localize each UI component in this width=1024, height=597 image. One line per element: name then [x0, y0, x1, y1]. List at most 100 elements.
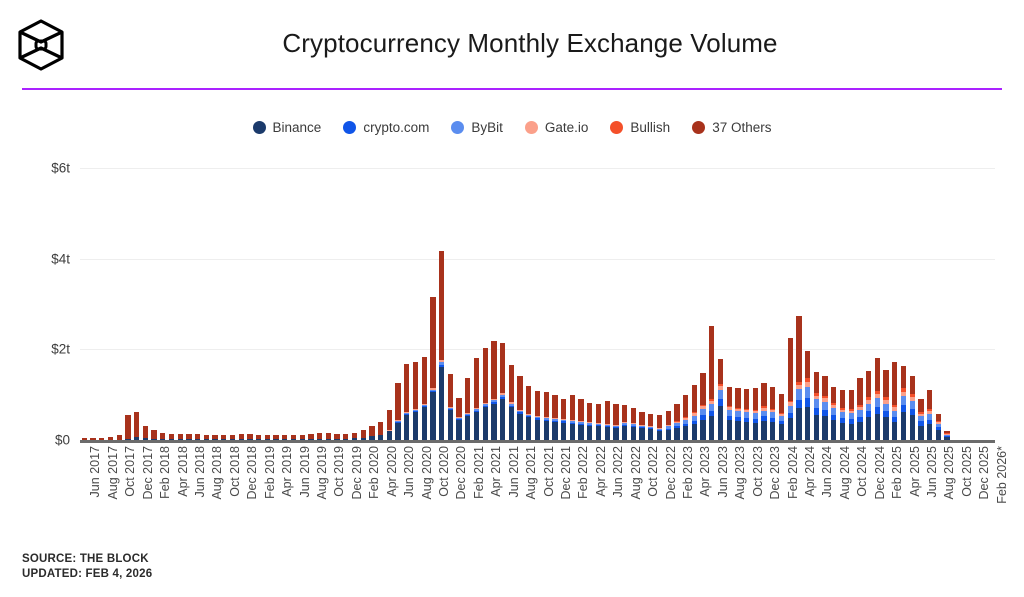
bar-column[interactable]: [238, 433, 244, 440]
bar-column[interactable]: [482, 347, 488, 440]
bar-column[interactable]: [255, 434, 262, 440]
bar-column[interactable]: [656, 414, 663, 440]
bar-column[interactable]: [343, 434, 349, 440]
legend-item[interactable]: 37 Others: [692, 120, 771, 135]
bar-column[interactable]: [465, 378, 471, 440]
bar-column[interactable]: [892, 362, 898, 440]
bar-column[interactable]: [430, 296, 436, 440]
bar-column[interactable]: [935, 414, 942, 440]
bar-column[interactable]: [212, 434, 218, 440]
bar-column[interactable]: [874, 357, 881, 440]
bar-column[interactable]: [99, 437, 105, 440]
legend-item[interactable]: Gate.io: [524, 120, 588, 135]
bar-column[interactable]: [81, 438, 88, 440]
bar-column[interactable]: [491, 340, 497, 440]
bar-column[interactable]: [621, 405, 628, 440]
bar-column[interactable]: [648, 414, 654, 440]
bar-column[interactable]: [151, 429, 157, 440]
bar-column[interactable]: [186, 433, 192, 440]
bar-column[interactable]: [194, 434, 201, 440]
bar-column[interactable]: [770, 386, 776, 440]
bar-column[interactable]: [543, 391, 549, 440]
bar-column[interactable]: [665, 410, 671, 440]
bar-column[interactable]: [282, 435, 288, 440]
bar-column[interactable]: [316, 433, 323, 440]
bar-column[interactable]: [299, 434, 305, 440]
bar-column[interactable]: [221, 434, 227, 440]
bar-column[interactable]: [456, 398, 462, 440]
bar-column[interactable]: [604, 401, 610, 440]
legend-item[interactable]: ByBit: [451, 120, 503, 135]
bar-column[interactable]: [247, 434, 253, 440]
bar-column[interactable]: [264, 434, 271, 440]
bar-column[interactable]: [726, 386, 732, 440]
bar-column[interactable]: [831, 386, 837, 440]
bar-column[interactable]: [447, 373, 454, 440]
bar-column[interactable]: [168, 433, 175, 440]
bar-column[interactable]: [848, 389, 854, 440]
bar-column[interactable]: [682, 394, 689, 440]
bar-column[interactable]: [360, 429, 366, 440]
bar-column[interactable]: [578, 399, 584, 440]
bar-column[interactable]: [926, 390, 933, 440]
bar-column[interactable]: [813, 371, 820, 440]
bar-column[interactable]: [709, 325, 715, 440]
bar-column[interactable]: [630, 407, 637, 440]
bar-column[interactable]: [351, 432, 358, 440]
bar-column[interactable]: [944, 431, 950, 440]
bar-column[interactable]: [761, 382, 767, 440]
bar-column[interactable]: [613, 404, 619, 440]
bar-column[interactable]: [909, 376, 915, 440]
bar-column[interactable]: [839, 389, 846, 440]
bar-column[interactable]: [796, 316, 802, 440]
bar-column[interactable]: [125, 414, 131, 440]
bar-column[interactable]: [160, 432, 166, 440]
bar-column[interactable]: [595, 404, 602, 440]
bar-column[interactable]: [700, 373, 706, 440]
bar-column[interactable]: [203, 434, 210, 440]
bar-column[interactable]: [560, 398, 567, 440]
bar-column[interactable]: [639, 412, 645, 440]
bar-column[interactable]: [804, 351, 811, 440]
bar-column[interactable]: [229, 434, 236, 440]
bar-column[interactable]: [674, 403, 680, 440]
bar-column[interactable]: [369, 426, 375, 440]
bar-column[interactable]: [883, 370, 889, 440]
bar-column[interactable]: [499, 343, 506, 440]
bar-column[interactable]: [752, 387, 759, 440]
legend-item[interactable]: crypto.com: [343, 120, 429, 135]
bar-column[interactable]: [857, 378, 863, 440]
legend-item[interactable]: Bullish: [610, 120, 670, 135]
bar-column[interactable]: [787, 338, 793, 440]
bar-column[interactable]: [90, 438, 96, 440]
bar-column[interactable]: [386, 409, 393, 440]
bar-column[interactable]: [569, 395, 576, 440]
bar-column[interactable]: [508, 365, 515, 440]
bar-column[interactable]: [325, 433, 332, 440]
bar-column[interactable]: [717, 358, 724, 440]
bar-column[interactable]: [473, 357, 480, 440]
bar-column[interactable]: [177, 433, 183, 440]
bar-column[interactable]: [421, 356, 427, 440]
bar-column[interactable]: [552, 394, 558, 440]
bar-column[interactable]: [404, 364, 410, 440]
bar-column[interactable]: [691, 385, 698, 440]
bar-column[interactable]: [865, 371, 872, 440]
bar-column[interactable]: [273, 434, 279, 440]
bar-column[interactable]: [735, 387, 741, 440]
bar-column[interactable]: [395, 382, 401, 440]
bar-column[interactable]: [142, 425, 149, 440]
bar-column[interactable]: [334, 433, 340, 440]
bar-column[interactable]: [900, 365, 907, 440]
bar-column[interactable]: [290, 435, 297, 440]
bar-column[interactable]: [587, 403, 593, 440]
bar-column[interactable]: [412, 362, 419, 440]
bar-column[interactable]: [377, 421, 384, 440]
bar-column[interactable]: [778, 393, 785, 440]
bar-column[interactable]: [116, 434, 122, 440]
bar-column[interactable]: [517, 376, 523, 440]
bar-column[interactable]: [107, 437, 114, 440]
bar-column[interactable]: [743, 388, 750, 440]
bar-column[interactable]: [918, 398, 924, 440]
bar-column[interactable]: [526, 385, 532, 440]
